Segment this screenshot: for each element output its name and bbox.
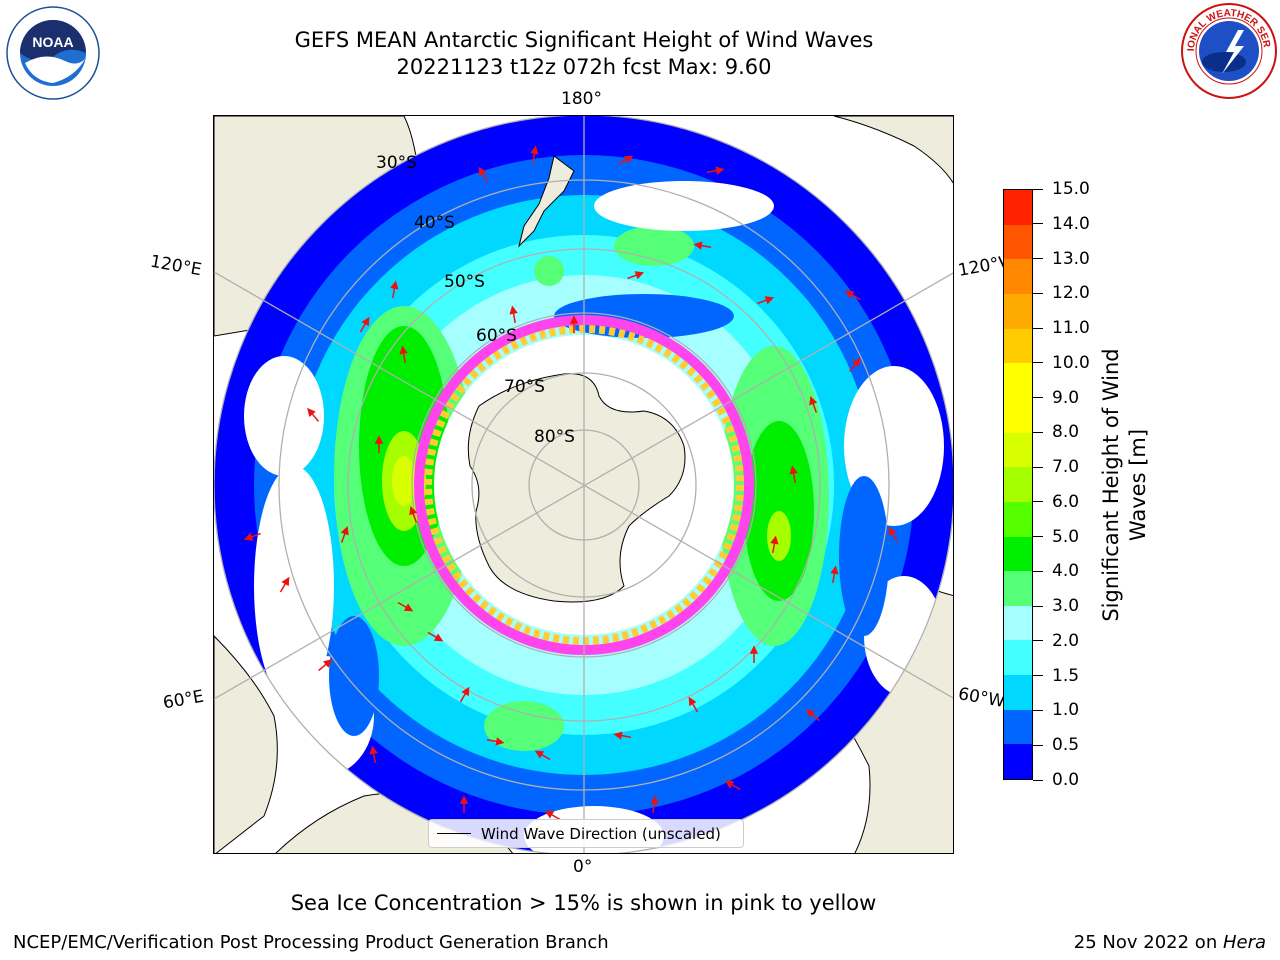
lat-label-80s: 80°S [534,427,575,447]
lon-label-120e: 120°E [148,251,204,281]
graticule [214,116,953,853]
colorbar-tick [1033,640,1043,642]
colorbar-segment [1004,744,1032,779]
colorbar-tick [1033,675,1043,677]
colorbar-tick [1033,397,1043,399]
nws-logo: NATIONAL WEATHER SERVICE [1176,0,1278,100]
colorbar-segment [1004,675,1032,710]
colorbar-tick-label: 10.0 [1052,352,1090,373]
colorbar-segment [1004,467,1032,502]
lat-label-40s: 40°S [414,213,455,233]
colorbar-tick [1033,188,1043,190]
colorbar-segment [1004,397,1032,433]
legend-line-swatch [437,832,471,835]
colorbar-segment [1004,536,1032,572]
colorbar-tick [1033,258,1043,260]
lat-label-50s: 50°S [444,272,485,292]
wind-wave-arrows [243,145,899,821]
colorbar-tick [1033,292,1043,294]
noaa-logo-text: NOAA [32,34,73,50]
legend-label: Wind Wave Direction (unscaled) [481,824,721,843]
colorbar-tick-label: 1.5 [1052,665,1080,686]
lon-label-180: 180° [561,89,602,109]
noaa-logo: NOAA [5,5,101,101]
colorbar-segment [1004,640,1032,676]
chart-subtitle: 20221123 t12z 072h fcst Max: 9.60 [396,55,772,79]
colorbar-tick [1033,744,1043,746]
colorbar-tick-label: 13.0 [1052,248,1090,269]
colorbar-tick [1033,466,1043,468]
footer-date: 25 Nov 2022 on [1073,932,1223,953]
antarctica [467,373,686,603]
colorbar-segment [1004,328,1032,364]
colorbar-tick-label: 0.0 [1052,770,1080,790]
colorbar-tick [1033,327,1043,329]
colorbar-segment [1004,224,1032,260]
lon-label-0: 0° [573,857,593,877]
lat-label-30s: 30°S [376,153,417,173]
footer-credit: NCEP/EMC/Verification Post Processing Pr… [13,932,609,953]
colorbar-tick-label: 7.0 [1052,457,1080,478]
colorbar-segment [1004,709,1032,745]
colorbar-segment [1004,571,1032,606]
colorbar-tick-label: 11.0 [1052,318,1090,339]
colorbar-tick-label: 2.0 [1052,630,1080,651]
colorbar-tick-label: 5.0 [1052,526,1080,547]
colorbar-tick-label: 9.0 [1052,387,1080,408]
map-panel: 30°S 40°S 50°S 60°S 70°S 80°S Wind Wave … [213,115,954,854]
footer-timestamp: 25 Nov 2022 on Hera [1074,932,1266,953]
lon-label-60e: 60°E [161,686,206,714]
colorbar-tick [1033,536,1043,538]
colorbar-tick-label: 15.0 [1052,179,1090,199]
colorbar-segment [1004,432,1032,468]
colorbar-tick-label: 12.0 [1052,283,1090,304]
colorbar-segment [1004,605,1032,641]
colorbar-tick [1033,570,1043,572]
lon-label-60w: 60°W [956,684,1007,712]
sea-ice-note: Sea Ice Concentration > 15% is shown in … [290,891,877,915]
colorbar-tick-label: 1.0 [1052,700,1080,721]
colorbar-tick-label: 14.0 [1052,213,1090,234]
colorbar-tick [1033,779,1043,781]
colorbar-tick-label: 3.0 [1052,596,1080,617]
chart-title: GEFS MEAN Antarctic Significant Height o… [294,28,874,52]
colorbar-tick-label: 6.0 [1052,491,1080,512]
lat-label-70s: 70°S [504,377,545,397]
colorbar-tick [1033,605,1043,607]
colorbar-segment [1004,501,1032,537]
colorbar-segment [1004,363,1032,398]
colorbar-tick-label: 0.5 [1052,735,1080,756]
colorbar-tick [1033,362,1043,364]
colorbar-tick [1033,709,1043,711]
colorbar-tick [1033,223,1043,225]
lat-label-60s: 60°S [476,326,517,346]
colorbar-segment [1004,259,1032,295]
footer-host: Hera [1222,932,1266,953]
map-legend: Wind Wave Direction (unscaled) [428,819,744,848]
colorbar-segment [1004,294,1032,329]
colorbar-label: Significant Height of Wind Waves [m] [1099,348,1150,622]
colorbar-tick [1033,431,1043,433]
colorbar-tick-label: 8.0 [1052,422,1080,443]
colorbar [1003,189,1033,780]
colorbar-segment [1004,190,1032,225]
colorbar-tick [1033,501,1043,503]
colorbar-tick-label: 4.0 [1052,561,1080,582]
